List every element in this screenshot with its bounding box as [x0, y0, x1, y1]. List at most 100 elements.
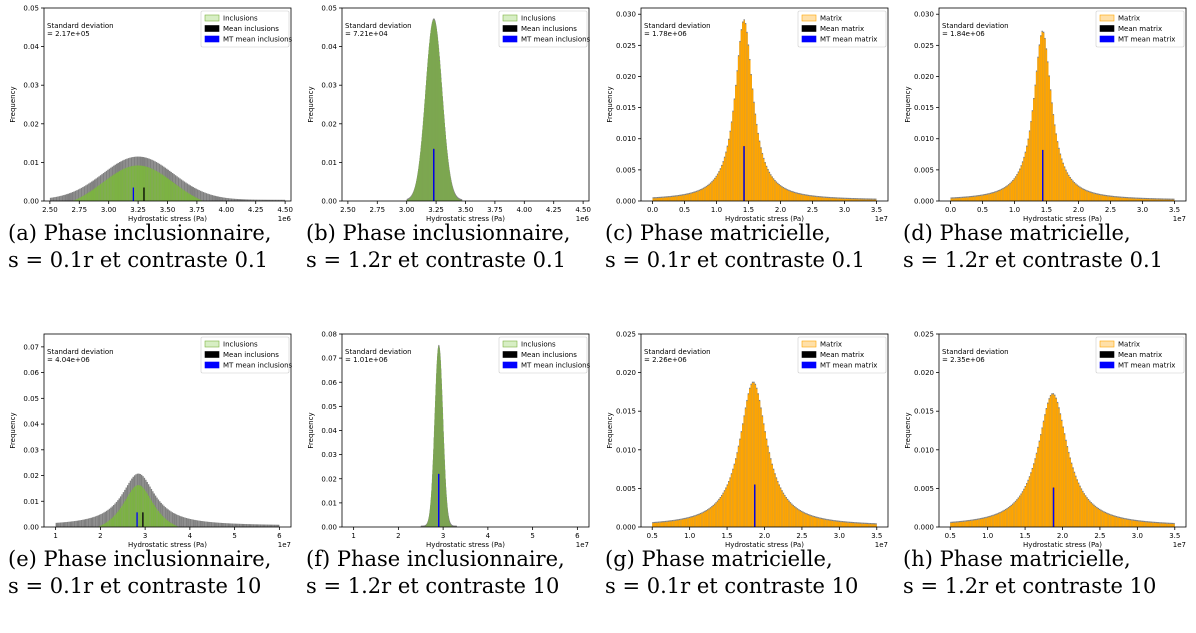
histogram-bar: [663, 522, 665, 527]
histogram-bar: [441, 88, 443, 201]
histogram-bar: [785, 189, 787, 201]
histogram-bar: [855, 199, 857, 201]
histogram-bar: [803, 513, 806, 527]
histogram-bar: [795, 193, 797, 201]
histogram-bar-edge: [96, 515, 98, 527]
histogram-bar: [444, 124, 445, 201]
histogram-bar: [986, 194, 989, 201]
histogram-bar: [1104, 196, 1106, 201]
histogram-bar-edge: [268, 524, 270, 527]
panel-b: 2.50 2.75 3.00 3.25 3.50 3.75 4.00 4.25 4.50 0.00…: [298, 0, 595, 273]
histogram-bar-edge: [258, 524, 260, 527]
histogram-bar: [1121, 518, 1123, 527]
histogram-bar: [747, 45, 750, 201]
histogram-bar: [666, 521, 668, 527]
histogram-bar: [1167, 199, 1169, 201]
legend-swatch: [1099, 35, 1115, 43]
histogram-bar-edge: [184, 517, 186, 527]
caption-g-line1: (g) Phase matricielle,: [605, 547, 833, 571]
histogram-bar-edge: [205, 193, 208, 201]
histogram-bar: [121, 169, 124, 201]
legend-label: Matrix: [1118, 15, 1140, 23]
histogram-bar-edge: [107, 509, 109, 527]
histogram-bar: [80, 196, 83, 201]
histogram-bar: [754, 114, 757, 201]
histogram-bar: [1150, 199, 1153, 201]
histogram-bar: [435, 25, 437, 201]
histogram-bar: [428, 47, 430, 201]
histogram-bar: [433, 19, 435, 201]
histogram-bar-edge: [104, 511, 106, 527]
histogram-bar: [1087, 500, 1090, 527]
histogram-bar: [1128, 198, 1130, 201]
histogram-bar: [1083, 190, 1085, 201]
histogram-bar: [732, 111, 734, 201]
histogram-bar: [837, 521, 839, 527]
histogram-bar: [806, 514, 809, 527]
histogram-bar: [409, 198, 411, 201]
histogram-bar: [420, 145, 422, 201]
histogram-bar: [415, 185, 416, 201]
histogram-bar: [1010, 506, 1012, 527]
histogram-bar: [833, 198, 835, 201]
histogram-bar: [676, 196, 678, 201]
histogram-bar-edge: [84, 519, 87, 527]
histogram-bar-edge: [1173, 198, 1175, 201]
histogram-bar-edge: [270, 199, 272, 201]
histogram-bar: [409, 198, 411, 201]
histogram-bar: [684, 519, 686, 527]
histogram-bar: [413, 190, 415, 201]
histogram-bar: [1136, 198, 1139, 201]
histogram-bar: [726, 146, 729, 201]
histogram-bar: [1113, 516, 1115, 527]
histogram-bar: [697, 191, 699, 201]
histogram-bar-edge: [82, 519, 84, 527]
histogram-bar: [861, 199, 863, 201]
histogram-bar: [1061, 420, 1063, 527]
histogram-bar: [758, 401, 761, 527]
histogram-bar-edge: [232, 198, 234, 201]
histogram-bar-edge: [66, 521, 69, 527]
histogram-bar: [1073, 183, 1076, 201]
histogram-bar: [749, 388, 751, 527]
histogram-bar: [1156, 199, 1158, 201]
histogram-bar: [771, 464, 773, 527]
histogram-bar: [411, 195, 413, 201]
histogram-bar: [1023, 158, 1025, 201]
y-axis-label: Frequency: [904, 86, 912, 122]
legend-swatch: [801, 25, 817, 32]
histogram-bar: [1105, 196, 1108, 201]
histogram-bar: [1149, 522, 1151, 527]
histogram-bar: [1090, 192, 1092, 201]
histogram-bar-edge: [276, 524, 278, 527]
histogram-bar-edge: [182, 517, 185, 527]
histogram-bar: [158, 172, 161, 201]
histogram-bar: [1159, 199, 1161, 201]
histogram-bar: [786, 500, 789, 527]
histogram-bar: [1019, 169, 1021, 201]
histogram-bar: [960, 198, 962, 201]
histogram-bar: [1027, 480, 1029, 527]
histogram-f: 1 2 3 4 5 6 0.00 0.01 0.02 0.03 0.04 0.05 0.06 0.07 0.…: [307, 331, 591, 550]
histogram-bar: [681, 519, 684, 527]
histogram-bar-edge: [277, 524, 280, 527]
histogram-bar: [423, 117, 424, 201]
histogram-bar: [1120, 518, 1122, 527]
histogram-bar-edge: [186, 183, 189, 201]
histogram-bar: [1143, 522, 1146, 527]
histogram-bar: [670, 197, 673, 201]
histogram-bar-edge: [161, 504, 164, 527]
histogram-bar: [1017, 498, 1019, 527]
histogram-bar: [433, 19, 434, 202]
x-tick-label: 2.0: [1057, 532, 1068, 540]
histogram-bar: [971, 197, 973, 201]
histogram-bar: [735, 86, 737, 201]
histogram-bar: [426, 81, 427, 201]
legend: Matrix Mean matrix MT mean matrix: [1095, 336, 1185, 374]
histogram-bar: [1082, 189, 1084, 201]
histogram-bar: [657, 522, 660, 527]
histogram-bar-edge: [94, 516, 97, 527]
histogram-bar: [1132, 198, 1134, 201]
histogram-bar: [135, 165, 137, 201]
histogram-bar: [864, 523, 866, 527]
